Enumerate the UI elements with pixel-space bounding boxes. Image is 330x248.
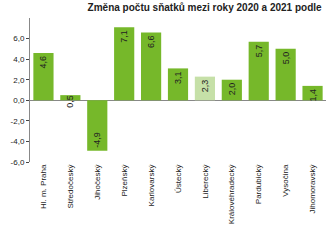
- svg-text:Liberecký: Liberecký: [201, 165, 210, 199]
- svg-text:Jihomoravský: Jihomoravský: [308, 165, 317, 214]
- svg-text:Hl. m. Praha: Hl. m. Praha: [39, 164, 48, 209]
- svg-text:-4,9: -4,9: [92, 132, 102, 148]
- svg-text:-2,0: -2,0: [11, 117, 25, 126]
- svg-text:4,0: 4,0: [13, 55, 25, 64]
- svg-text:5,0: 5,0: [281, 52, 291, 65]
- svg-text:Ústecký: Ústecký: [174, 165, 183, 193]
- svg-text:Jihočeský: Jihočeský: [93, 165, 102, 200]
- svg-text:Pardubický: Pardubický: [254, 165, 263, 205]
- svg-text:4,6: 4,6: [38, 56, 48, 69]
- svg-text:-4,0: -4,0: [11, 137, 25, 146]
- svg-text:-6,0: -6,0: [11, 158, 25, 167]
- svg-text:7,1: 7,1: [119, 30, 129, 43]
- svg-text:Středočeský: Středočeský: [66, 165, 75, 209]
- svg-text:1,4: 1,4: [308, 89, 318, 102]
- svg-text:Plzeňský: Plzeňský: [120, 165, 129, 197]
- svg-text:2,0: 2,0: [13, 76, 25, 85]
- svg-text:5,7: 5,7: [254, 45, 264, 58]
- svg-text:6,0: 6,0: [13, 34, 25, 43]
- svg-text:0,0: 0,0: [13, 96, 25, 105]
- svg-text:2,3: 2,3: [200, 80, 210, 93]
- svg-text:6,6: 6,6: [146, 35, 156, 48]
- svg-text:Změna počtu sňatků mezi roky 2: Změna počtu sňatků mezi roky 2020 a 2021…: [88, 2, 322, 13]
- svg-text:0,5: 0,5: [65, 95, 75, 108]
- svg-text:Královéhradecký: Královéhradecký: [227, 165, 236, 225]
- svg-text:Karlovarský: Karlovarský: [147, 165, 156, 207]
- svg-text:2,0: 2,0: [227, 83, 237, 96]
- svg-text:3,1: 3,1: [173, 71, 183, 84]
- svg-text:Vysočina: Vysočina: [281, 164, 290, 197]
